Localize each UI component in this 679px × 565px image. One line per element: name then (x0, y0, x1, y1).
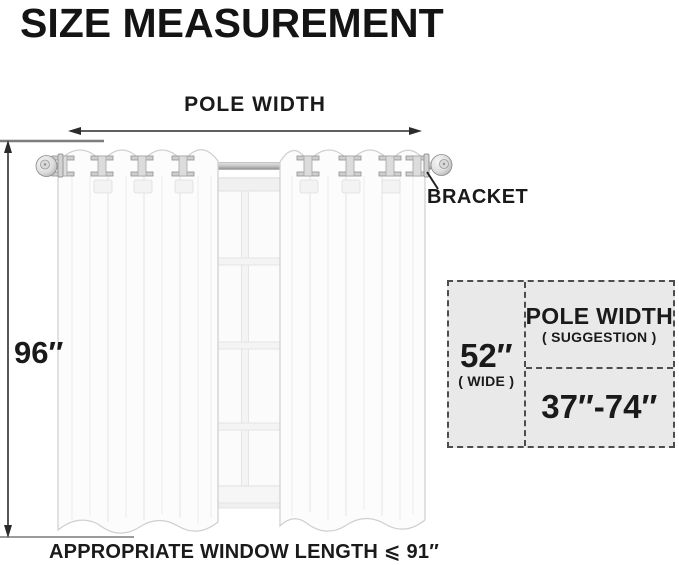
pole-width-suggestion-cell: POLE WIDTH ( SUGGESTION ) (525, 282, 673, 369)
size-info-panel: 52″ ( WIDE ) POLE WIDTH ( SUGGESTION ) 3… (447, 280, 675, 448)
right-finial-icon (423, 153, 453, 178)
pole-width-title: POLE WIDTH (525, 302, 673, 329)
window-length-note: APPROPRIATE WINDOW LENGTH ⩽ 91″ (49, 541, 439, 563)
panel-width-value: 52″ (460, 336, 513, 374)
pole-width-range-cell: 37″-74″ (526, 369, 673, 446)
pole-width-range: 37″-74″ (541, 388, 658, 426)
left-finial-icon (35, 153, 64, 178)
panel-width-cell: 52″ ( WIDE ) (449, 282, 526, 446)
bracket-pointer-line (426, 171, 439, 190)
pole-width-column: POLE WIDTH ( SUGGESTION ) 37″-74″ (525, 282, 673, 446)
page-title: SIZE MEASUREMENT (20, 0, 444, 46)
left-curtain-panel (57, 149, 219, 534)
bracket-label: BRACKET (427, 186, 529, 208)
pole-width-label: POLE WIDTH (184, 93, 326, 116)
pole-width-arrow (68, 127, 422, 135)
curtain-height-label: 96″ (14, 335, 64, 370)
pole-width-subtitle: ( SUGGESTION ) (541, 329, 657, 346)
panel-width-note: ( WIDE ) (458, 373, 515, 390)
height-arrow (4, 140, 12, 538)
right-curtain-panel (279, 149, 426, 532)
